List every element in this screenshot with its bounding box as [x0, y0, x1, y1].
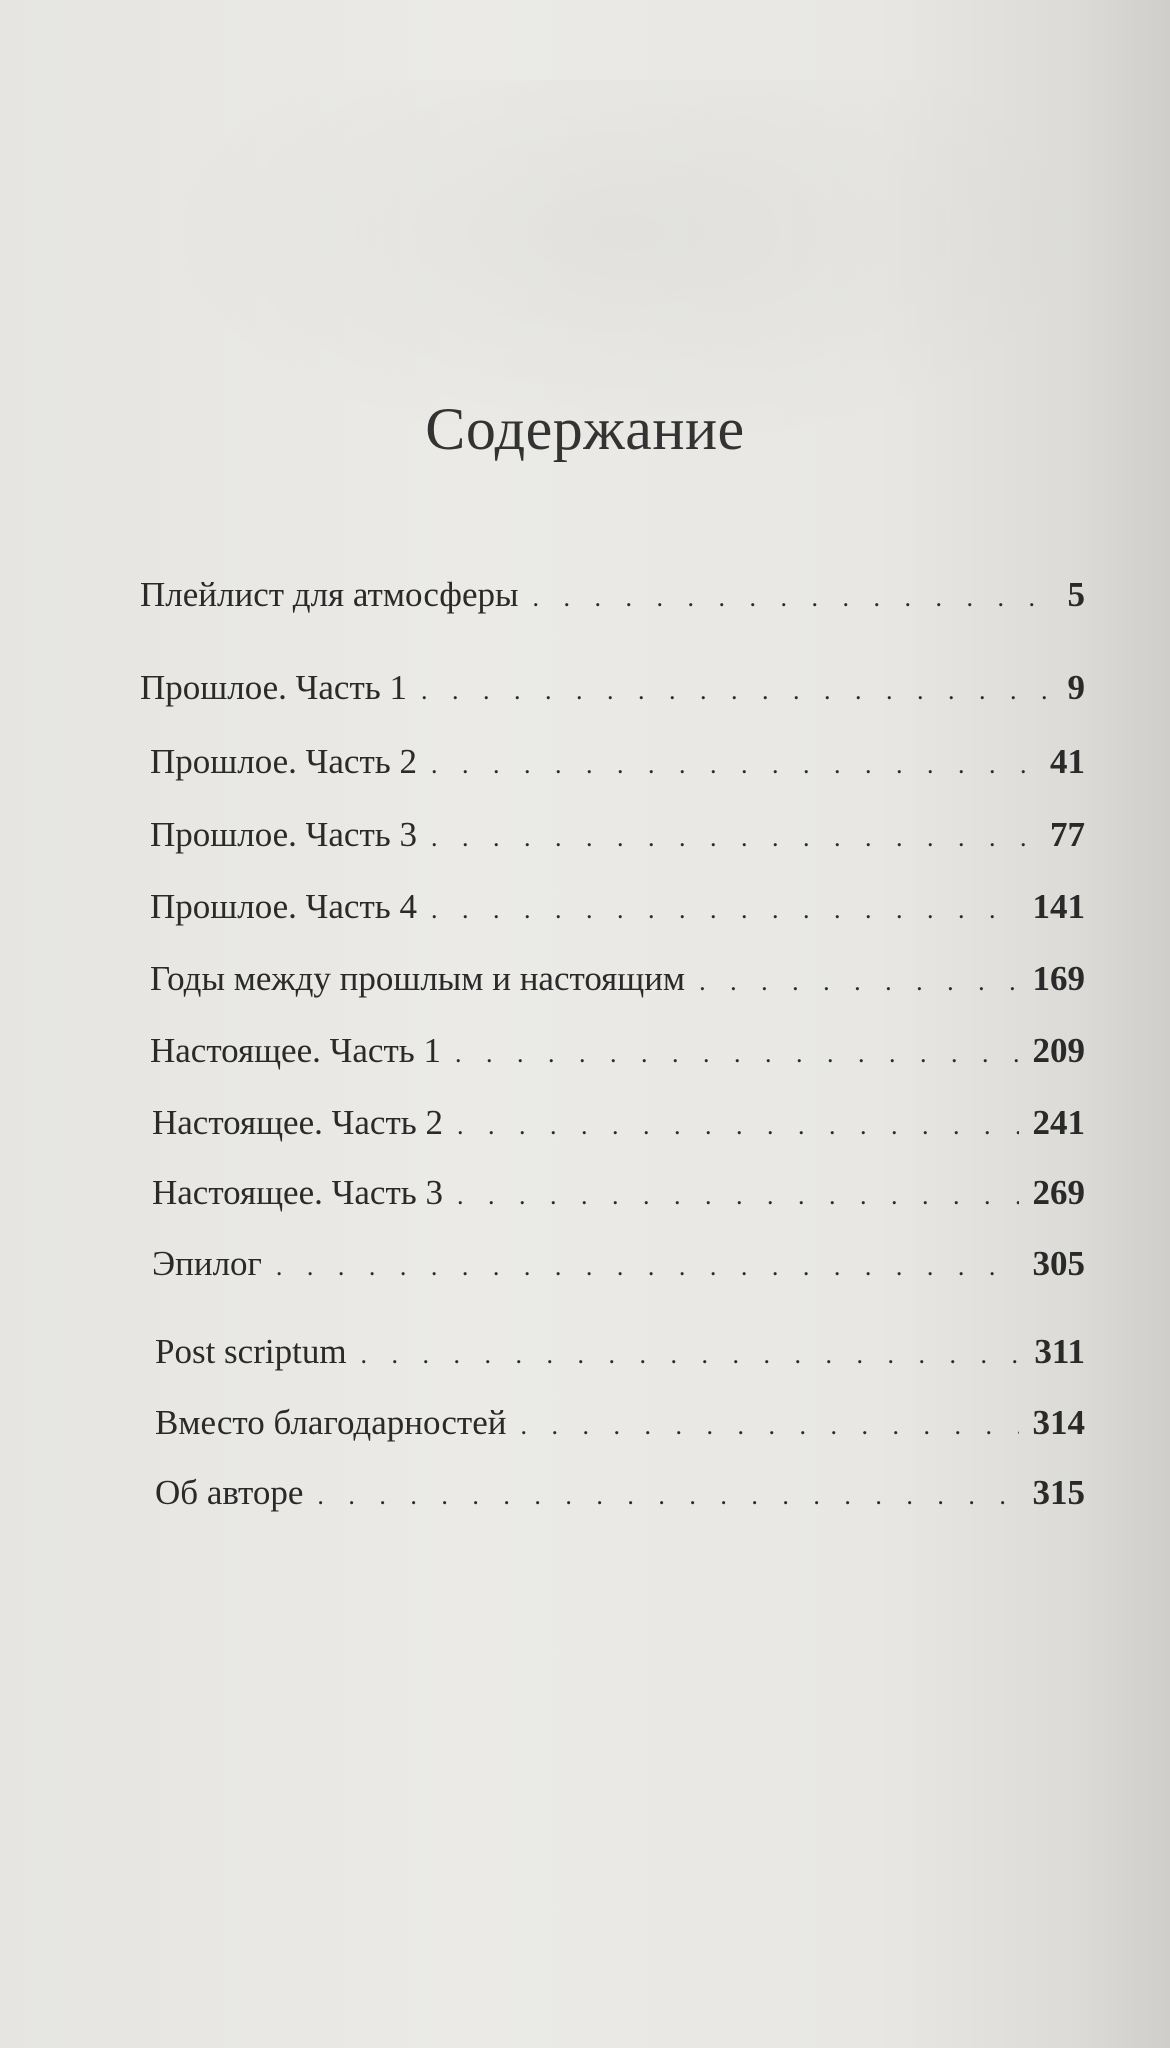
- dot-leader: [431, 895, 1019, 925]
- page-title: Содержание: [425, 396, 745, 462]
- toc-entry: Прошлое. Часть 3 77: [150, 815, 1085, 865]
- toc-entry-title: Настоящее. Часть 1: [150, 1031, 441, 1070]
- toc-entry-title: Прошлое. Часть 3: [150, 815, 417, 854]
- toc-entry: Плейлист для атмосферы 5: [140, 575, 1085, 625]
- toc-entry: Post scriptum 311: [155, 1332, 1085, 1382]
- toc-entry: Настоящее. Часть 1 209: [150, 1031, 1085, 1081]
- dot-leader: [421, 676, 1054, 706]
- toc-entry-title: Post scriptum: [155, 1332, 347, 1371]
- toc-entry-page: 141: [1032, 887, 1086, 926]
- show-through-text: [150, 80, 1100, 460]
- toc-entry-page: 5: [1067, 575, 1086, 614]
- toc-entry: Вместо благодарностей 314: [155, 1403, 1085, 1453]
- toc-entry: Прошлое. Часть 2 41: [150, 742, 1085, 792]
- dot-leader: [431, 823, 1036, 853]
- toc-entry-page: 315: [1032, 1473, 1086, 1512]
- toc-entry-title: Плейлист для атмосферы: [140, 575, 519, 614]
- toc-entry-page: 77: [1050, 815, 1085, 854]
- toc-entry: Прошлое. Часть 4 141: [150, 887, 1085, 937]
- toc-entry-title: Годы между прошлым и настоящим: [150, 959, 686, 998]
- toc-entry-title: Прошлое. Часть 2: [150, 742, 417, 781]
- toc-entry-title: Прошлое. Часть 1: [140, 668, 407, 707]
- toc-entry-page: 269: [1032, 1173, 1086, 1212]
- toc-entry: Эпилог 305: [152, 1244, 1085, 1294]
- toc-entry-page: 314: [1032, 1403, 1086, 1442]
- toc-entry-title: Настоящее. Часть 2: [152, 1103, 443, 1142]
- toc-entry-title: Эпилог: [152, 1244, 262, 1283]
- toc-entry: Об авторе 315: [155, 1473, 1085, 1523]
- dot-leader: [361, 1340, 1021, 1370]
- dot-leader: [520, 1411, 1018, 1441]
- toc-entry-page: 41: [1050, 742, 1085, 781]
- dot-leader: [699, 967, 1018, 997]
- toc-entry-title: Настоящее. Часть 3: [152, 1173, 443, 1212]
- dot-leader: [457, 1181, 1019, 1211]
- toc-entry: Годы между прошлым и настоящим 169: [150, 959, 1085, 1009]
- toc-entry-title: Вместо благодарностей: [155, 1403, 507, 1442]
- toc-entry-page: 311: [1034, 1332, 1085, 1371]
- dot-leader: [455, 1039, 1019, 1069]
- toc-entry: Прошлое. Часть 1 9: [140, 668, 1085, 718]
- dot-leader: [431, 750, 1036, 780]
- toc-entry: Настоящее. Часть 2 241: [152, 1103, 1085, 1153]
- toc-entry-page: 209: [1032, 1031, 1086, 1070]
- dot-leader: [317, 1481, 1018, 1511]
- dot-leader: [533, 583, 1054, 613]
- toc-entry-title: Прошлое. Часть 4: [150, 887, 417, 926]
- toc-entry-page: 305: [1032, 1244, 1086, 1283]
- toc-entry-page: 241: [1032, 1103, 1086, 1142]
- dot-leader: [276, 1252, 1019, 1282]
- dot-leader: [457, 1111, 1019, 1141]
- toc-entry-page: 9: [1067, 668, 1086, 707]
- toc-entry-page: 169: [1032, 959, 1086, 998]
- toc-entry: Настоящее. Часть 3 269: [152, 1173, 1085, 1223]
- toc-entry-title: Об авторе: [155, 1473, 304, 1512]
